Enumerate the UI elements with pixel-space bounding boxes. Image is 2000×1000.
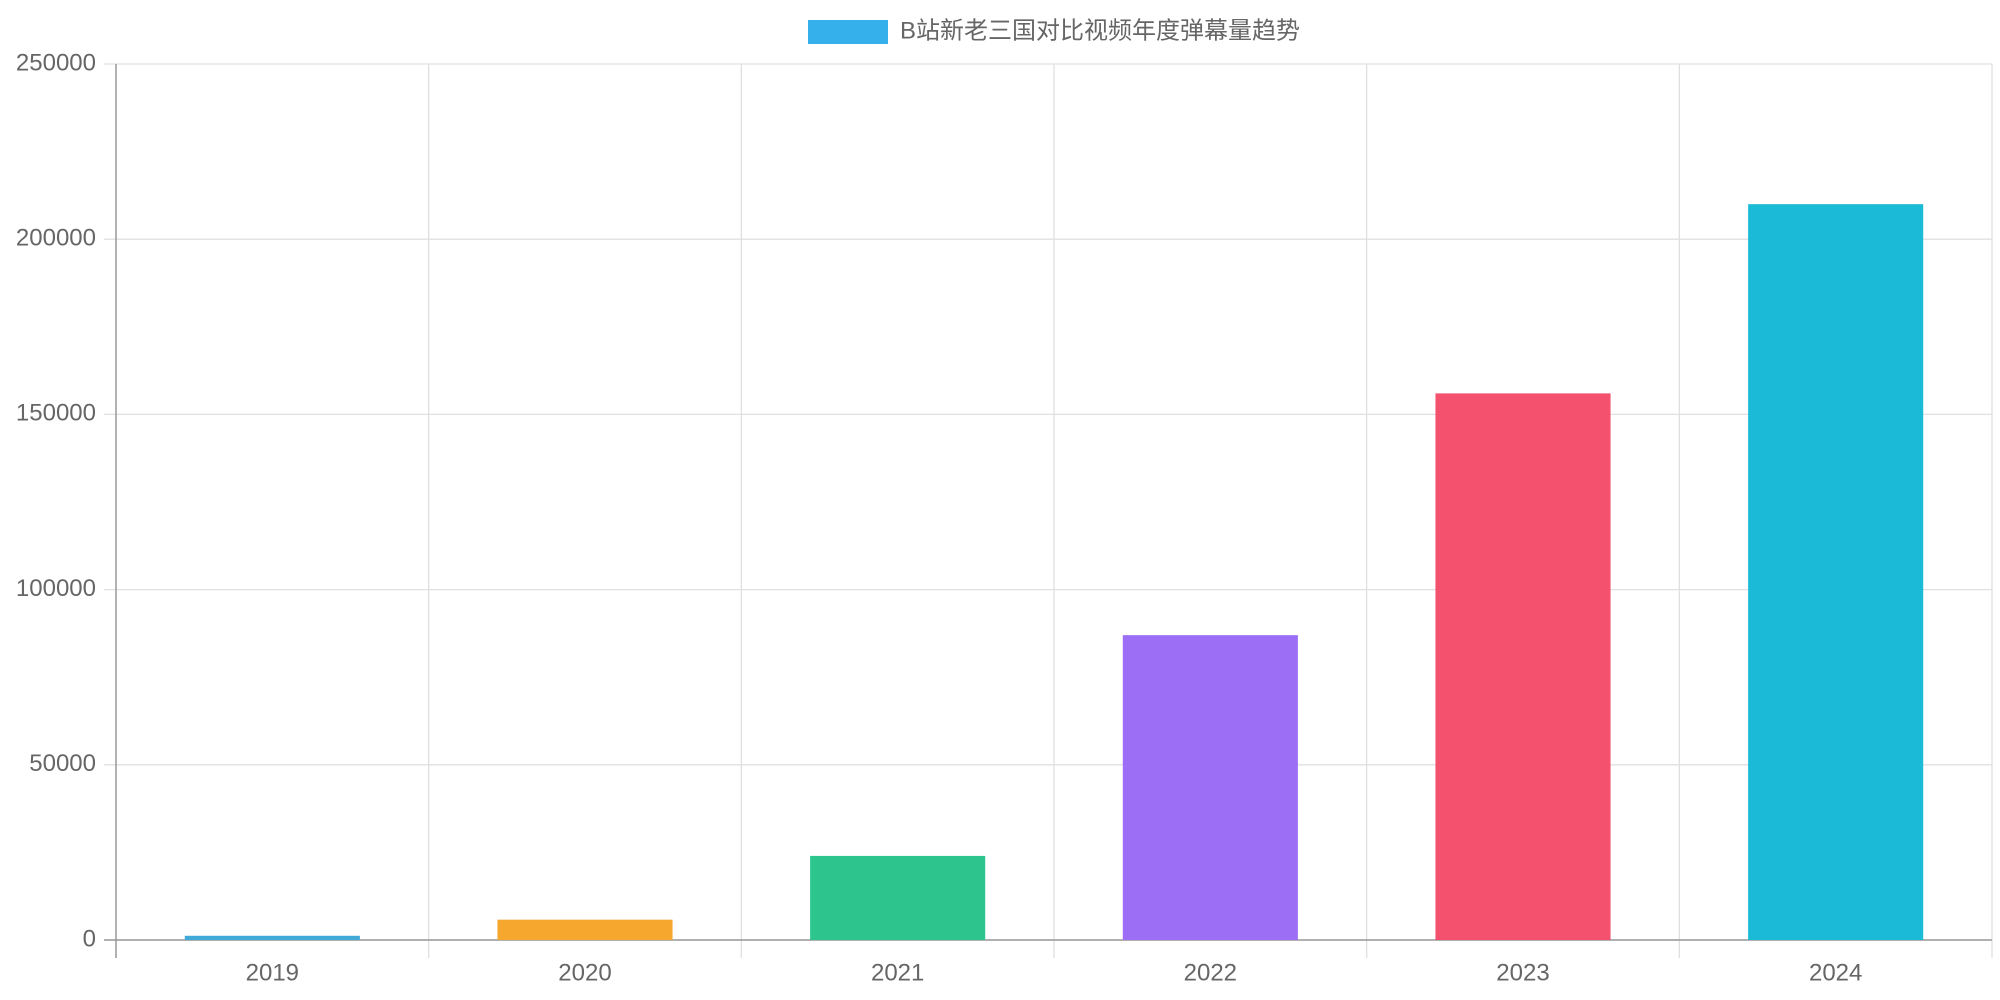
x-tick-label: 2019	[246, 959, 299, 986]
x-tick-label: 2021	[871, 959, 924, 986]
y-tick-label: 50000	[29, 750, 96, 777]
x-tick-label: 2020	[558, 959, 611, 986]
bar	[497, 919, 673, 940]
bar	[1435, 393, 1611, 941]
y-tick-label: 150000	[16, 400, 96, 427]
y-tick-label: 200000	[16, 225, 96, 252]
legend-label: B站新老三国对比视频年度弹幕量趋势	[900, 17, 1300, 44]
bar	[184, 935, 360, 940]
legend-swatch	[807, 20, 888, 44]
y-tick-label: 250000	[16, 49, 96, 76]
bar	[1748, 204, 1924, 940]
x-tick-label: 2022	[1184, 959, 1237, 986]
x-tick-label: 2024	[1809, 959, 1862, 986]
y-tick-label: 100000	[16, 575, 96, 602]
bar	[810, 855, 986, 940]
x-tick-label: 2023	[1496, 959, 1549, 986]
y-tick-label: 0	[83, 925, 96, 952]
bar	[1122, 635, 1298, 940]
